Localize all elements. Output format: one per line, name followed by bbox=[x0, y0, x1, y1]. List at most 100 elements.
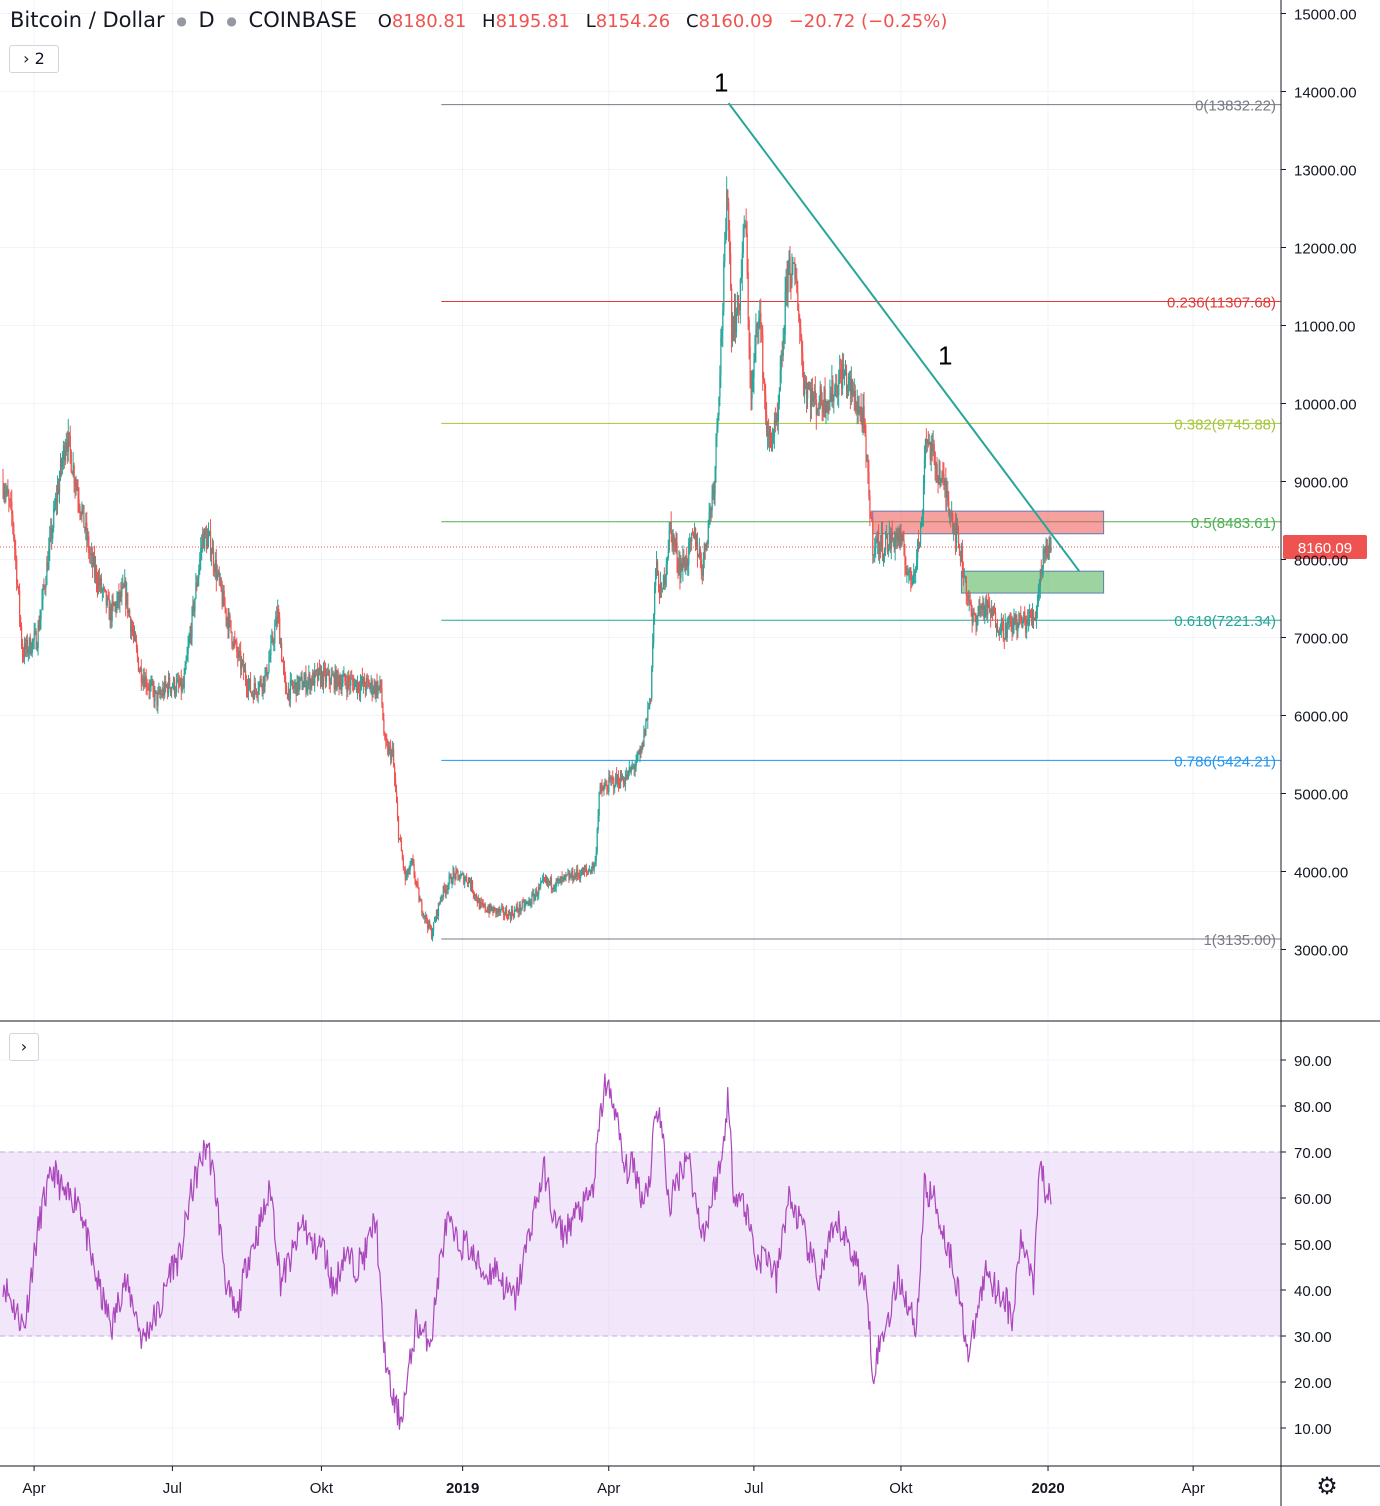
candle-body bbox=[976, 616, 978, 627]
candle-body bbox=[86, 522, 88, 541]
candle-body bbox=[101, 590, 104, 592]
candle-body bbox=[753, 360, 755, 379]
candle-body bbox=[899, 530, 901, 542]
candle-body bbox=[856, 402, 858, 412]
candle-body bbox=[988, 602, 990, 606]
candle-body bbox=[140, 667, 143, 683]
candle-body bbox=[1027, 619, 1029, 626]
candle-body bbox=[611, 777, 613, 780]
candle-body bbox=[323, 668, 326, 670]
candle-body bbox=[51, 527, 53, 539]
candle-body bbox=[47, 562, 49, 570]
rsi-tick-label: 30.00 bbox=[1294, 1329, 1332, 1346]
candle-body bbox=[338, 677, 340, 688]
candle-body bbox=[689, 539, 691, 543]
candle-body bbox=[840, 369, 842, 373]
candle-body bbox=[927, 439, 929, 445]
candle-body bbox=[763, 378, 765, 382]
candle-body bbox=[313, 672, 315, 686]
candle-body bbox=[853, 390, 855, 396]
interval[interactable]: D bbox=[198, 8, 215, 32]
candle-body bbox=[897, 533, 899, 541]
candle-body bbox=[295, 682, 297, 696]
rsi-tick-label: 90.00 bbox=[1294, 1053, 1332, 1070]
x-tick-label: 2019 bbox=[446, 1480, 479, 1497]
candle-body bbox=[667, 550, 669, 559]
candle-body bbox=[489, 904, 491, 913]
candle-body bbox=[319, 667, 321, 670]
rsi-collapse-button[interactable]: › bbox=[9, 1033, 39, 1061]
candle-body bbox=[143, 677, 145, 688]
gear-icon[interactable]: ⚙ bbox=[1316, 1473, 1338, 1500]
candle-body bbox=[949, 514, 951, 516]
candle-body bbox=[679, 561, 681, 579]
wave-label[interactable]: 1 bbox=[714, 68, 728, 98]
candle-body bbox=[867, 455, 869, 473]
candle-body bbox=[723, 261, 725, 311]
candle-body bbox=[681, 563, 683, 571]
candle-body bbox=[58, 478, 61, 493]
annotations[interactable]: 11 bbox=[0, 68, 1281, 572]
candle-body bbox=[876, 539, 878, 543]
candle-body bbox=[981, 605, 983, 610]
candle-body bbox=[127, 592, 129, 614]
candle-body bbox=[879, 542, 881, 555]
candle-body bbox=[168, 676, 170, 694]
candle-body bbox=[936, 463, 938, 477]
candle-body bbox=[941, 472, 943, 482]
x-tick-label: Okt bbox=[889, 1480, 913, 1497]
candle-body bbox=[149, 684, 151, 691]
candle-body bbox=[889, 531, 892, 549]
candle-body bbox=[954, 523, 956, 528]
candle-body bbox=[261, 685, 263, 691]
candle-body bbox=[938, 469, 940, 485]
candle-body bbox=[320, 669, 322, 685]
candle-body bbox=[428, 921, 430, 929]
candle-body bbox=[453, 870, 455, 874]
rsi-band bbox=[0, 1151, 1281, 1337]
candle-body bbox=[461, 874, 463, 876]
fibonacci-retracement[interactable]: 0(13832.22) 0.236(11307.68) 0.382(9745.88)… bbox=[441, 98, 1281, 949]
candle-body bbox=[74, 483, 76, 486]
candle-body bbox=[961, 547, 964, 571]
candle-body bbox=[469, 878, 471, 883]
candle-body bbox=[852, 395, 855, 397]
candle-body bbox=[666, 558, 668, 565]
candle-body bbox=[1031, 615, 1033, 620]
candle-body bbox=[479, 902, 481, 909]
candle-body bbox=[464, 879, 466, 884]
candle-body bbox=[834, 385, 836, 396]
candle-body bbox=[905, 565, 907, 575]
candle-body bbox=[1035, 610, 1038, 622]
candle-body bbox=[984, 607, 986, 618]
trendline[interactable] bbox=[727, 102, 1081, 572]
symbol-name[interactable]: Bitcoin / Dollar bbox=[10, 8, 165, 32]
candle-body bbox=[154, 690, 156, 702]
candle-body bbox=[296, 676, 298, 696]
wave-label[interactable]: 1 bbox=[938, 341, 952, 371]
candle-body bbox=[995, 613, 997, 628]
candle-body bbox=[890, 532, 892, 549]
candle-body bbox=[992, 608, 994, 616]
candle-body bbox=[914, 571, 916, 574]
candle-body bbox=[901, 536, 903, 545]
candle-body bbox=[1046, 539, 1048, 557]
candle-body bbox=[659, 583, 662, 598]
candle-body bbox=[633, 766, 635, 769]
indicator-collapse-button[interactable]: › 2 bbox=[9, 45, 59, 73]
candle-body bbox=[917, 541, 919, 559]
resistance-zone[interactable] bbox=[872, 510, 1105, 535]
rsi-overbought-oversold-band bbox=[0, 1152, 1281, 1336]
candle-body bbox=[181, 683, 183, 692]
price-zones[interactable] bbox=[872, 510, 1105, 594]
candle-body bbox=[552, 887, 555, 890]
candle-body bbox=[577, 869, 579, 875]
support-zone[interactable] bbox=[960, 570, 1105, 594]
candle-body bbox=[695, 527, 697, 548]
candle-body bbox=[468, 878, 470, 884]
candle-body bbox=[929, 442, 931, 460]
candle-body bbox=[396, 802, 399, 817]
y-tick-label: 14000.00 bbox=[1294, 85, 1357, 102]
candle-body bbox=[615, 774, 617, 787]
